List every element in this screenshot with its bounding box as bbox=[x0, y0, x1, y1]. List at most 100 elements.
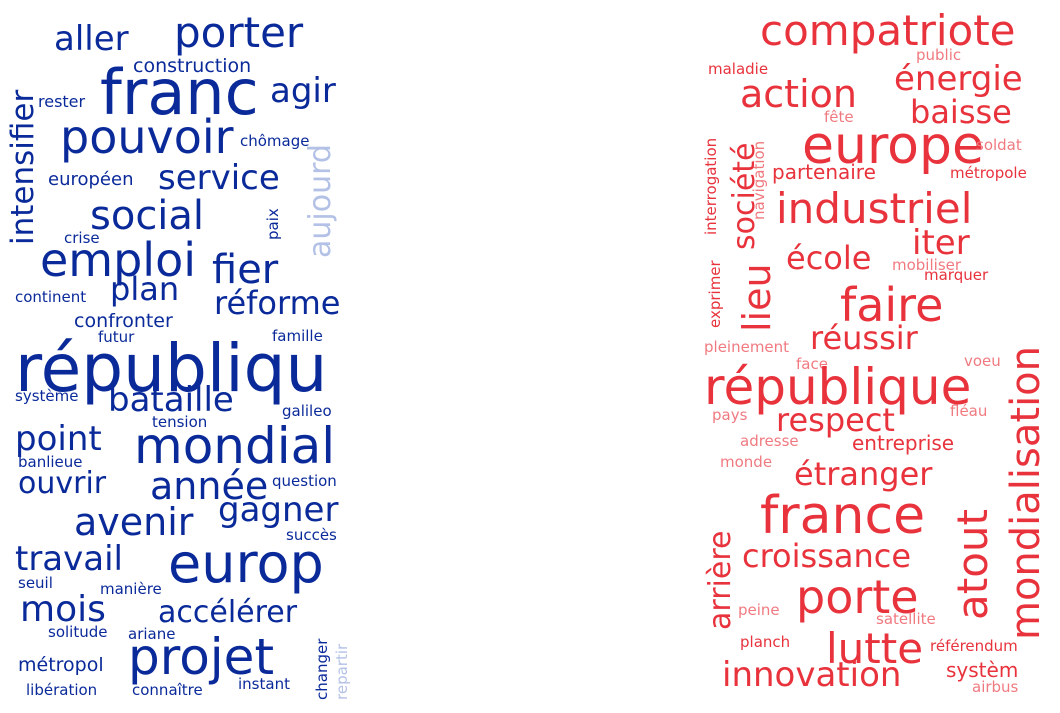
word-maniere: manière bbox=[100, 580, 162, 598]
word-rester: rester bbox=[38, 92, 86, 111]
word-public: public bbox=[916, 46, 962, 64]
word-reforme: réforme bbox=[214, 284, 341, 322]
word-changer: changer bbox=[313, 638, 331, 700]
word-aujourd: aujourd bbox=[303, 144, 338, 258]
word-interrogation: interrogation bbox=[702, 137, 720, 235]
word-mois: mois bbox=[20, 589, 106, 630]
word-emploi: emploi bbox=[40, 233, 197, 287]
word-croissance: croissance bbox=[742, 537, 912, 575]
word-repartir: repartir bbox=[333, 643, 351, 700]
word-projet: projet bbox=[128, 628, 275, 686]
word-action: action bbox=[740, 72, 857, 116]
word-service: service bbox=[158, 158, 280, 198]
word-lutte: lutte bbox=[826, 624, 924, 673]
word-intensifier: intensifier bbox=[5, 89, 41, 245]
word-voeu: voeu bbox=[964, 352, 1001, 370]
word-plan: plan bbox=[110, 270, 180, 308]
word-crise: crise bbox=[64, 229, 100, 247]
word-ouvrir: ouvrir bbox=[18, 466, 107, 501]
word-energie: énergie bbox=[894, 59, 1023, 99]
word-solitude: solitude bbox=[48, 623, 108, 641]
word-travail: travail bbox=[15, 539, 123, 579]
word-arriere: arrière bbox=[703, 530, 738, 630]
word-construction: construction bbox=[133, 55, 252, 77]
word-innovation: innovation bbox=[722, 655, 902, 695]
word-atout: atout bbox=[948, 509, 997, 620]
word-france: france bbox=[760, 486, 926, 546]
word-republique: république bbox=[704, 358, 972, 416]
word-mobiliser: mobiliser bbox=[892, 256, 962, 274]
word-ecole: école bbox=[786, 239, 872, 277]
word-europeen: européen bbox=[48, 169, 134, 190]
word-airbus: airbus bbox=[972, 678, 1019, 696]
word-mondial: mondial bbox=[134, 417, 336, 475]
word-paix: paix bbox=[264, 208, 282, 240]
word-gagner: gagner bbox=[218, 490, 339, 530]
word-point: point bbox=[15, 419, 102, 459]
word-europ: europ bbox=[168, 532, 324, 595]
word-monde: monde bbox=[720, 453, 773, 471]
word-agir: agir bbox=[270, 71, 336, 111]
right-word-cloud: compatriote public maladie énergie actio… bbox=[700, 0, 1060, 713]
word-referendum: référendum bbox=[930, 637, 1018, 655]
word-exprimer: exprimer bbox=[706, 260, 724, 328]
word-porter: porter bbox=[174, 8, 304, 57]
word-industriel: industriel bbox=[776, 184, 973, 233]
word-partenaire: partenaire bbox=[772, 160, 876, 184]
word-banlieue: banlieue bbox=[18, 453, 83, 471]
word-futur: futur bbox=[98, 328, 135, 346]
word-face: face bbox=[796, 355, 828, 373]
word-metropole: métropole bbox=[950, 164, 1027, 182]
word-soldat: soldat bbox=[976, 136, 1022, 154]
word-franc: franc bbox=[100, 56, 259, 129]
word-accelerer: accélérer bbox=[158, 595, 298, 630]
word-continent: continent bbox=[15, 288, 87, 306]
word-reussir: réussir bbox=[810, 319, 918, 357]
word-compatriote: compatriote bbox=[760, 6, 1016, 55]
word-baisse: baisse bbox=[910, 93, 1012, 131]
word-aller: aller bbox=[54, 19, 129, 59]
word-liberation: libération bbox=[26, 681, 98, 699]
word-avenir: avenir bbox=[74, 500, 194, 544]
word-metropol: métropol bbox=[18, 654, 104, 676]
word-societe: société bbox=[727, 142, 762, 251]
word-system: systèm bbox=[946, 658, 1019, 682]
word-seuil: seuil bbox=[18, 574, 53, 592]
word-systeme: système bbox=[15, 387, 79, 405]
word-fier: fier bbox=[212, 247, 279, 293]
word-iter: iter bbox=[912, 223, 970, 263]
word-social: social bbox=[90, 193, 205, 239]
word-respect: respect bbox=[776, 401, 895, 439]
word-planch: planch bbox=[740, 633, 791, 651]
word-chomage: chômage bbox=[240, 132, 310, 150]
word-instant: instant bbox=[238, 675, 290, 693]
word-republiqu: républiqu bbox=[15, 330, 328, 407]
word-pouvoir: pouvoir bbox=[60, 110, 234, 164]
word-etranger: étranger bbox=[794, 455, 933, 493]
word-europe: europe bbox=[802, 116, 984, 176]
word-bataille: bataille bbox=[108, 380, 234, 420]
word-confronter: confronter bbox=[74, 310, 173, 332]
word-pleinement: pleinement bbox=[704, 338, 790, 356]
word-satellite: satellite bbox=[876, 610, 936, 628]
word-faire: faire bbox=[840, 278, 944, 332]
word-succes: succès bbox=[286, 526, 337, 544]
word-ariane: ariane bbox=[128, 625, 176, 643]
word-mondialisation: mondialisation bbox=[1003, 345, 1049, 640]
word-galileo: galileo bbox=[282, 402, 332, 420]
word-entreprise: entreprise bbox=[852, 431, 955, 455]
word-question: question bbox=[272, 472, 337, 490]
word-famille: famille bbox=[272, 327, 323, 345]
word-pays: pays bbox=[712, 406, 748, 424]
word-lieu: lieu bbox=[735, 263, 779, 332]
word-adresse: adresse bbox=[740, 432, 799, 450]
word-porte: porte bbox=[796, 570, 919, 624]
word-fleau: fléau bbox=[950, 402, 988, 420]
word-annee: année bbox=[150, 464, 269, 508]
word-maladie: maladie bbox=[708, 60, 769, 78]
word-tension: tension bbox=[152, 413, 208, 431]
word-fete: fête bbox=[824, 108, 854, 126]
word-marquer: marquer bbox=[924, 266, 989, 284]
left-word-cloud: aller porter franc agir construction res… bbox=[0, 0, 360, 713]
word-peine: peine bbox=[738, 601, 780, 619]
